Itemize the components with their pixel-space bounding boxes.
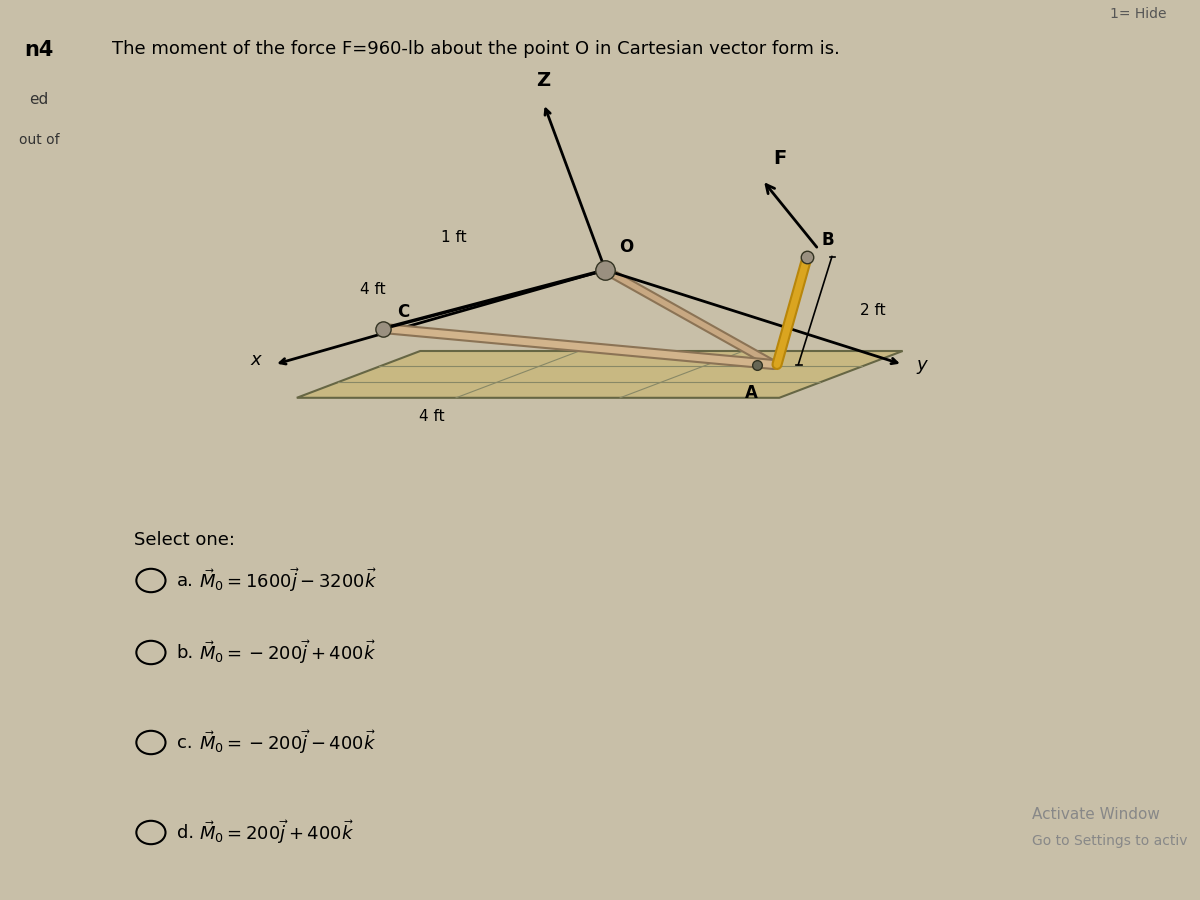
- Text: Z: Z: [536, 71, 551, 90]
- Text: C: C: [397, 303, 409, 321]
- Text: a.: a.: [176, 572, 193, 590]
- Text: O: O: [619, 238, 634, 256]
- Text: $\vec{M}_0 = -200\vec{j} + 400\vec{k}$: $\vec{M}_0 = -200\vec{j} + 400\vec{k}$: [199, 639, 377, 666]
- Text: 1 ft: 1 ft: [442, 230, 467, 245]
- Text: $\vec{M}_0 = 1600\vec{j} - 3200\vec{k}$: $\vec{M}_0 = 1600\vec{j} - 3200\vec{k}$: [199, 567, 377, 594]
- Text: Activate Window: Activate Window: [1032, 807, 1159, 822]
- Text: b.: b.: [176, 644, 194, 662]
- Text: out of: out of: [19, 132, 59, 147]
- Text: $\vec{M}_0 = -200\vec{j} - 400\vec{k}$: $\vec{M}_0 = -200\vec{j} - 400\vec{k}$: [199, 729, 377, 756]
- Text: 4 ft: 4 ft: [360, 283, 386, 297]
- Text: F: F: [774, 149, 787, 168]
- Text: 4 ft: 4 ft: [419, 410, 444, 424]
- Text: B: B: [822, 231, 834, 249]
- Text: 2 ft: 2 ft: [860, 303, 886, 318]
- Text: $\vec{M}_0 = 200\vec{j} + 400\vec{k}$: $\vec{M}_0 = 200\vec{j} + 400\vec{k}$: [199, 819, 354, 846]
- Text: n4: n4: [24, 40, 54, 59]
- Text: A: A: [745, 384, 757, 402]
- Text: The moment of the force F=960-lb about the point O in Cartesian vector form is.: The moment of the force F=960-lb about t…: [112, 40, 840, 58]
- Text: d.: d.: [176, 824, 194, 842]
- Text: y: y: [916, 356, 926, 373]
- Text: c.: c.: [176, 734, 192, 752]
- Text: x: x: [251, 351, 260, 369]
- Text: Select one:: Select one:: [134, 531, 235, 549]
- Text: Go to Settings to activ: Go to Settings to activ: [1032, 834, 1187, 849]
- Text: 1= Hide: 1= Hide: [1110, 6, 1166, 21]
- Text: ed: ed: [29, 92, 49, 106]
- Polygon shape: [296, 351, 902, 398]
